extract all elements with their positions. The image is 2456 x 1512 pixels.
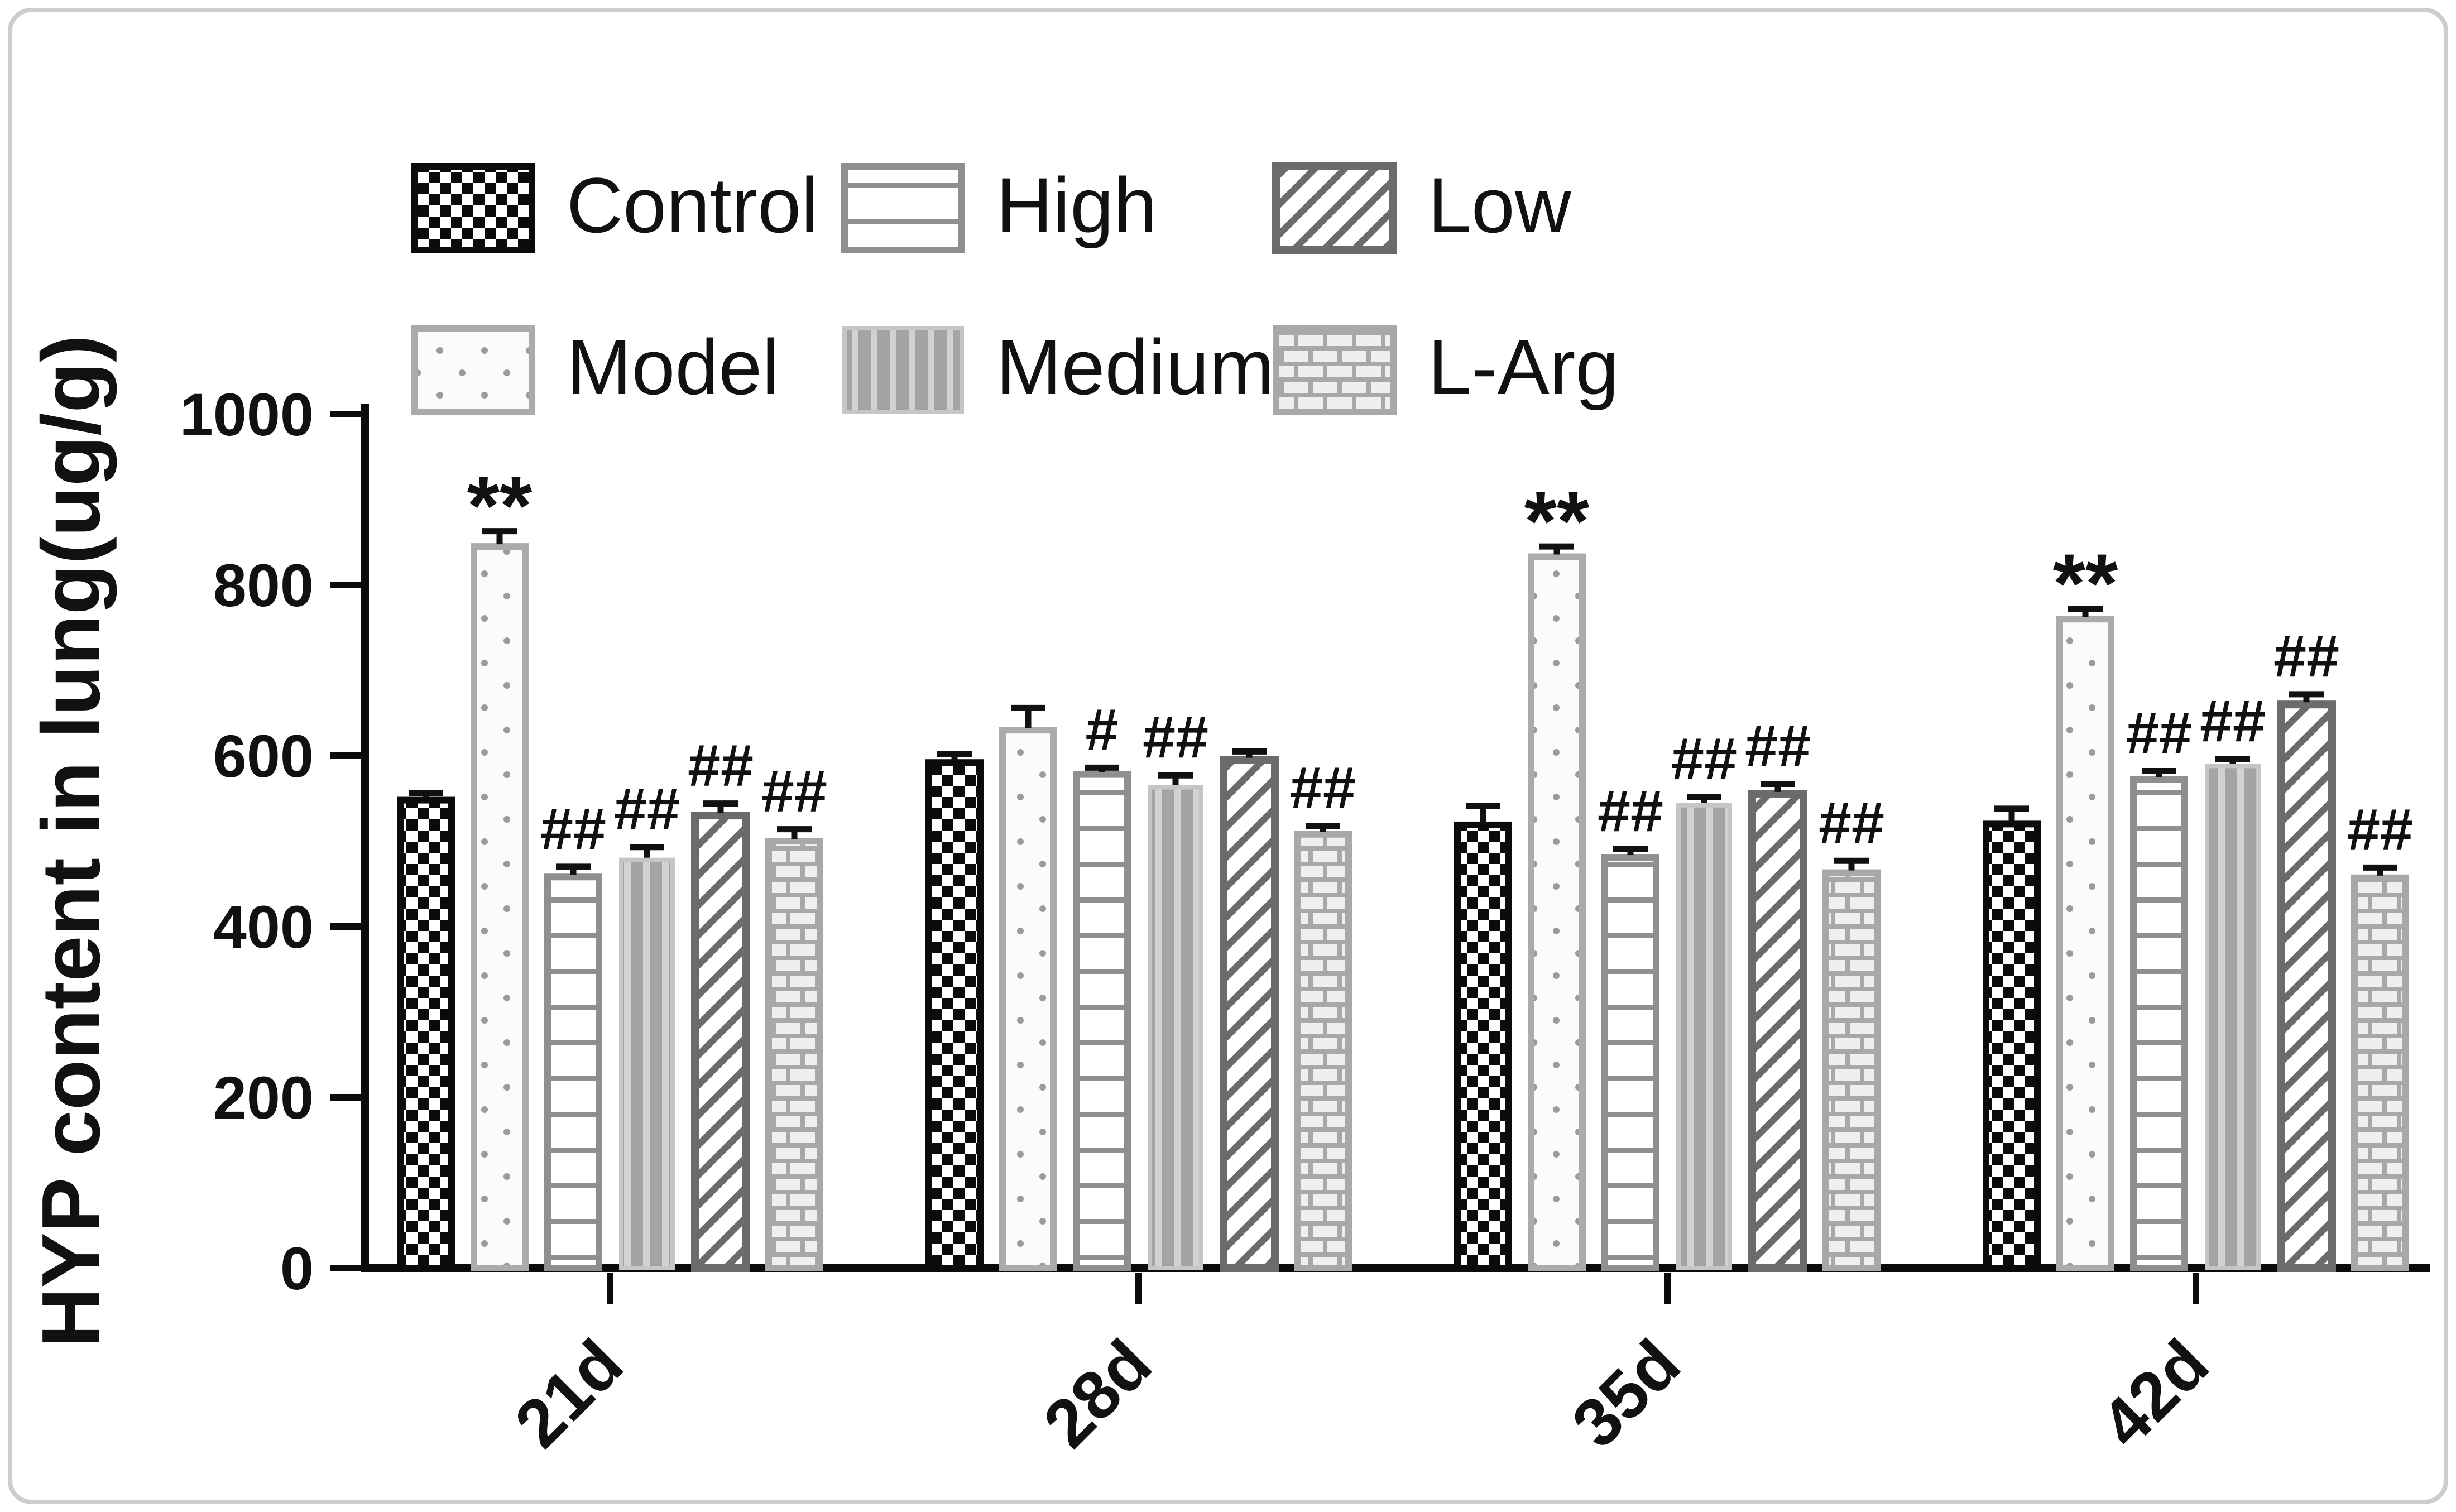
bar-control-35d [1454, 821, 1512, 1272]
legend-label: Control [567, 161, 818, 249]
significance-annotation: ## [2273, 623, 2339, 689]
bar-high-28d [1073, 771, 1131, 1272]
significance-annotation: ## [688, 733, 754, 799]
y-tick-label: 800 [213, 551, 314, 619]
legend-item-control: Control [411, 161, 818, 253]
legend-swatch-bricks [1273, 325, 1397, 415]
legend-item-model: Model [411, 323, 779, 415]
bar-medium-21d [619, 857, 675, 1271]
significance-annotation: ** [1524, 474, 1590, 568]
legend-label: Model [567, 323, 779, 411]
significance-annotation: ## [1819, 790, 1884, 856]
bar-control-28d [925, 759, 984, 1271]
significance-annotation: ## [2200, 688, 2266, 754]
figure-frame: Control High Low Model Medium L-Arg 0 200 400 60… [8, 8, 2448, 1504]
bar-low-35d [1748, 790, 1807, 1272]
bar-model-35d [1528, 553, 1586, 1271]
significance-annotation: ## [1290, 755, 1356, 820]
bar-l-arg-35d [1822, 869, 1881, 1271]
legend-item-medium: Medium [842, 323, 1274, 414]
x-tick-label: 21d [501, 1325, 637, 1462]
significance-annotation: ## [1598, 778, 1663, 844]
legend-label: High [996, 161, 1157, 249]
significance-annotation: # [1086, 697, 1119, 762]
significance-annotation: ## [761, 759, 827, 824]
bar-medium-35d [1676, 803, 1732, 1270]
y-axis-title: HYP content in lung(ug/g) [25, 335, 117, 1347]
legend-swatch-horizontal-lines [841, 163, 965, 253]
legend-swatch-checkerboard [411, 163, 535, 253]
y-tick-label: 600 [213, 722, 314, 790]
bar-high-42d [2130, 776, 2188, 1271]
bar-low-21d [691, 812, 750, 1272]
significance-annotation: ## [614, 776, 680, 842]
bar-l-arg-42d [2351, 874, 2409, 1272]
bar-control-42d [1983, 820, 2041, 1271]
significance-annotation: ## [1745, 713, 1811, 779]
legend-label: L-Arg [1428, 323, 1619, 411]
legend-item-l-arg: L-Arg [1273, 323, 1619, 415]
bar-medium-42d [2205, 764, 2261, 1270]
x-tick-label: 28d [1029, 1325, 1166, 1462]
legend-label: Low [1428, 161, 1572, 249]
legend-swatch-diagonal-stripes [1272, 162, 1397, 254]
annotations: ** ****########### ###### ###### #### ## [467, 459, 2413, 863]
y-tick-label: 0 [280, 1235, 314, 1302]
y-tick-label: 200 [213, 1064, 314, 1131]
x-tick-label: 35d [1558, 1325, 1695, 1462]
x-tick-label: 42d [2086, 1325, 2223, 1462]
bars [397, 528, 2409, 1272]
legend-swatch-vertical-bars [842, 326, 964, 414]
legend-label: Medium [996, 323, 1274, 411]
significance-annotation: ## [2347, 796, 2413, 862]
legend-item-high: High [841, 161, 1157, 253]
significance-annotation: ## [2126, 700, 2192, 766]
significance-annotation: ## [1671, 726, 1737, 791]
bar-high-21d [544, 873, 602, 1271]
legend-item-low: Low [1272, 161, 1572, 254]
bar-low-28d [1220, 756, 1279, 1272]
bar-l-arg-21d [765, 838, 823, 1271]
bar-high-35d [1601, 854, 1659, 1271]
bar-chart-figure: Control High Low Model Medium L-Arg 0 200 400 60… [25, 161, 2430, 1462]
bar-low-42d [2277, 700, 2336, 1272]
bar-model-21d [471, 543, 529, 1271]
bar-medium-28d [1148, 785, 1203, 1270]
significance-annotation: ** [467, 459, 533, 553]
legend: Control High Low Model Medium L-Arg [411, 161, 1619, 415]
y-tick-label: 1000 [180, 381, 314, 448]
significance-annotation: ** [2053, 536, 2118, 630]
legend-swatch-dots [411, 325, 535, 415]
significance-annotation: ## [1143, 704, 1208, 770]
bar-l-arg-28d [1294, 831, 1352, 1271]
significance-annotation: ## [540, 796, 606, 862]
y-tick-label: 400 [213, 893, 314, 961]
bar-model-28d [999, 727, 1057, 1271]
bar-model-42d [2056, 616, 2114, 1271]
bar-control-21d [397, 796, 455, 1272]
